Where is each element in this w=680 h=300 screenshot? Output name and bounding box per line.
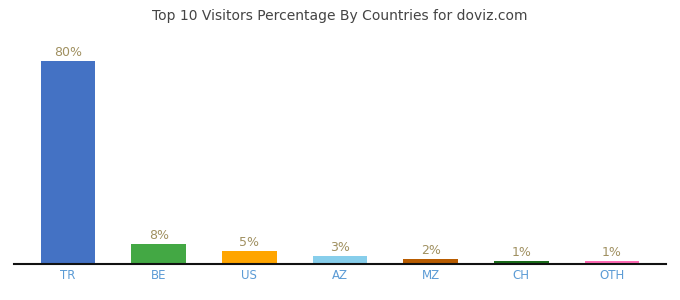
Bar [131,244,186,264]
Text: 1%: 1% [602,246,622,260]
Text: 2%: 2% [421,244,441,257]
Text: 5%: 5% [239,236,259,249]
Text: Top 10 Visitors Percentage By Countries for doviz.com: Top 10 Visitors Percentage By Countries … [152,9,528,23]
Text: 80%: 80% [54,46,82,59]
Bar [403,259,458,264]
Bar [313,256,367,264]
Bar [41,61,95,264]
Bar [222,251,277,264]
Text: 8%: 8% [149,229,169,242]
Bar [585,262,639,264]
Text: 3%: 3% [330,242,350,254]
Bar [494,262,549,264]
Text: 1%: 1% [511,246,531,260]
